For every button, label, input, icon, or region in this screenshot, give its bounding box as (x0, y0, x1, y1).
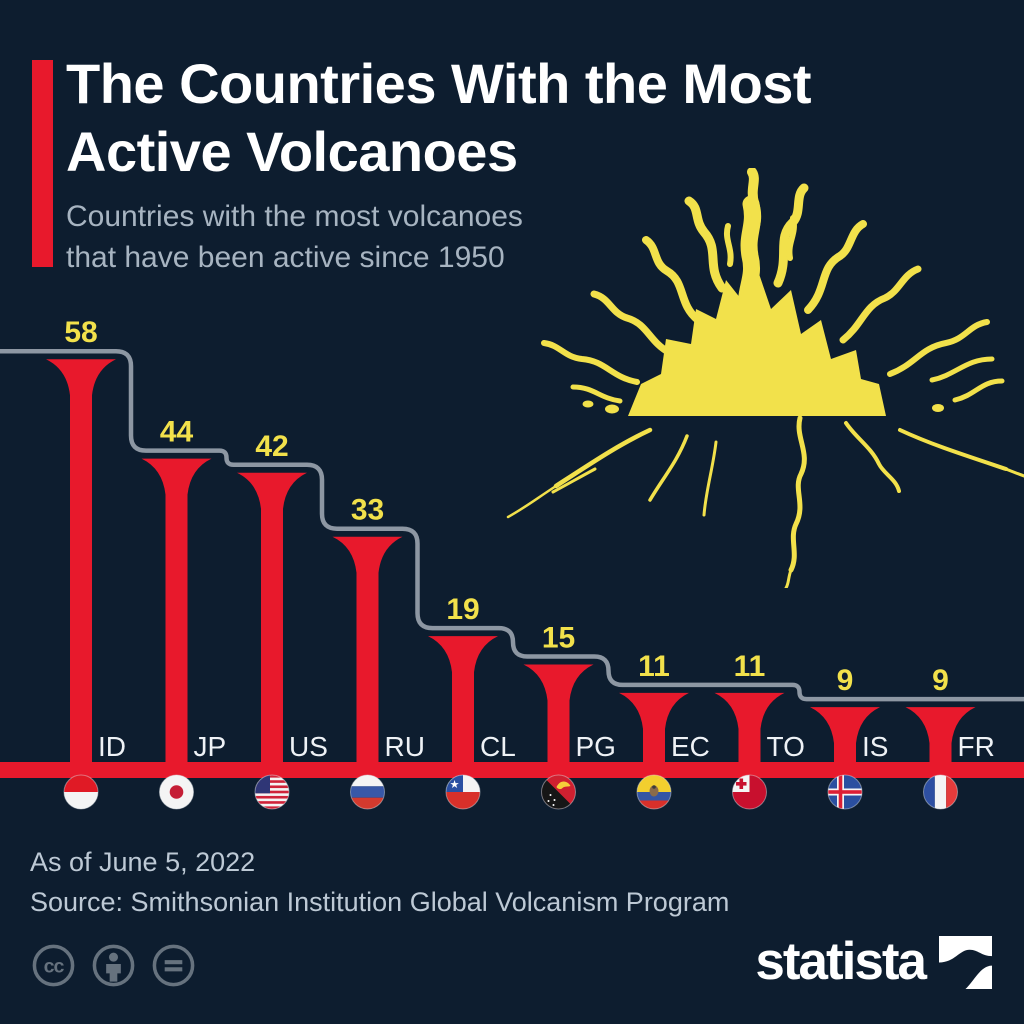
country-label-jp: JP (194, 731, 227, 762)
title-accent-bar (32, 60, 53, 267)
bar-jp (141, 458, 212, 772)
value-label-us: 42 (255, 430, 288, 463)
attribution-icon (92, 944, 135, 987)
bar-fr (905, 707, 976, 772)
indonesia-flag-icon (64, 775, 98, 809)
statista-wordmark: statista (755, 932, 927, 991)
footer-note: As of June 5, 2022 Source: Smithsonian I… (30, 842, 729, 922)
page-title: The Countries With the Most Active Volca… (66, 50, 966, 186)
france-flag-icon (923, 775, 958, 809)
bar-ec (619, 692, 689, 772)
source-line: Source: Smithsonian Institution Global V… (30, 887, 730, 917)
bar-cl (428, 636, 498, 772)
as-of-date: As of June 5, 2022 (30, 847, 256, 877)
country-label-id: ID (98, 731, 126, 762)
statista-logo-icon (939, 935, 992, 989)
no-derivatives-icon (152, 944, 195, 987)
value-label-cl: 19 (446, 593, 479, 626)
papua-new-guinea-flag-icon (541, 775, 576, 809)
value-label-id: 58 (64, 316, 97, 349)
chile-flag-icon: ★ (446, 775, 480, 809)
iceland-flag-icon (828, 775, 862, 809)
united-states-flag-icon (255, 775, 289, 809)
value-label-to: 11 (734, 650, 766, 683)
russia-flag-icon (350, 775, 385, 809)
country-label-us: US (289, 731, 328, 762)
bar-us (237, 472, 307, 772)
title-line-1: The Countries With the Most (66, 52, 812, 115)
country-label-cl: CL (480, 731, 516, 762)
country-label-fr: FR (958, 731, 995, 762)
ecuador-flag-icon (637, 775, 671, 809)
tonga-flag-icon (732, 775, 767, 809)
country-label-ec: EC (671, 731, 710, 762)
bar-to (714, 692, 785, 772)
page-subtitle: Countries with the most volcanoes that h… (66, 196, 706, 278)
japan-flag-icon (159, 775, 194, 809)
subtitle-line-1: Countries with the most volcanoes (66, 200, 523, 233)
bar-id (46, 359, 116, 772)
bar-is (810, 707, 880, 772)
bar-ru (332, 536, 403, 772)
country-label-pg: PG (576, 731, 616, 762)
country-label-to: TO (767, 731, 805, 762)
baseline-band (0, 762, 1024, 778)
volcano-illustration (506, 168, 1024, 588)
license-icons: cc (30, 942, 197, 989)
step-outline (0, 348, 1024, 702)
subtitle-line-2: that have been active since 1950 (66, 241, 505, 274)
statista-branding: statista (755, 932, 992, 992)
value-label-ru: 33 (351, 494, 384, 527)
country-label-ru: RU (385, 731, 425, 762)
country-label-is: IS (862, 731, 888, 762)
value-label-pg: 15 (542, 622, 575, 655)
value-label-ec: 11 (638, 650, 670, 683)
value-label-is: 9 (837, 664, 854, 697)
bar-pg (523, 664, 594, 772)
svg-text:cc: cc (44, 955, 65, 977)
title-line-2: Active Volcanoes (66, 120, 518, 183)
value-label-fr: 9 (932, 664, 949, 697)
creative-commons-icon: cc (32, 944, 75, 987)
value-label-jp: 44 (160, 416, 194, 449)
svg-text:★: ★ (450, 778, 460, 791)
